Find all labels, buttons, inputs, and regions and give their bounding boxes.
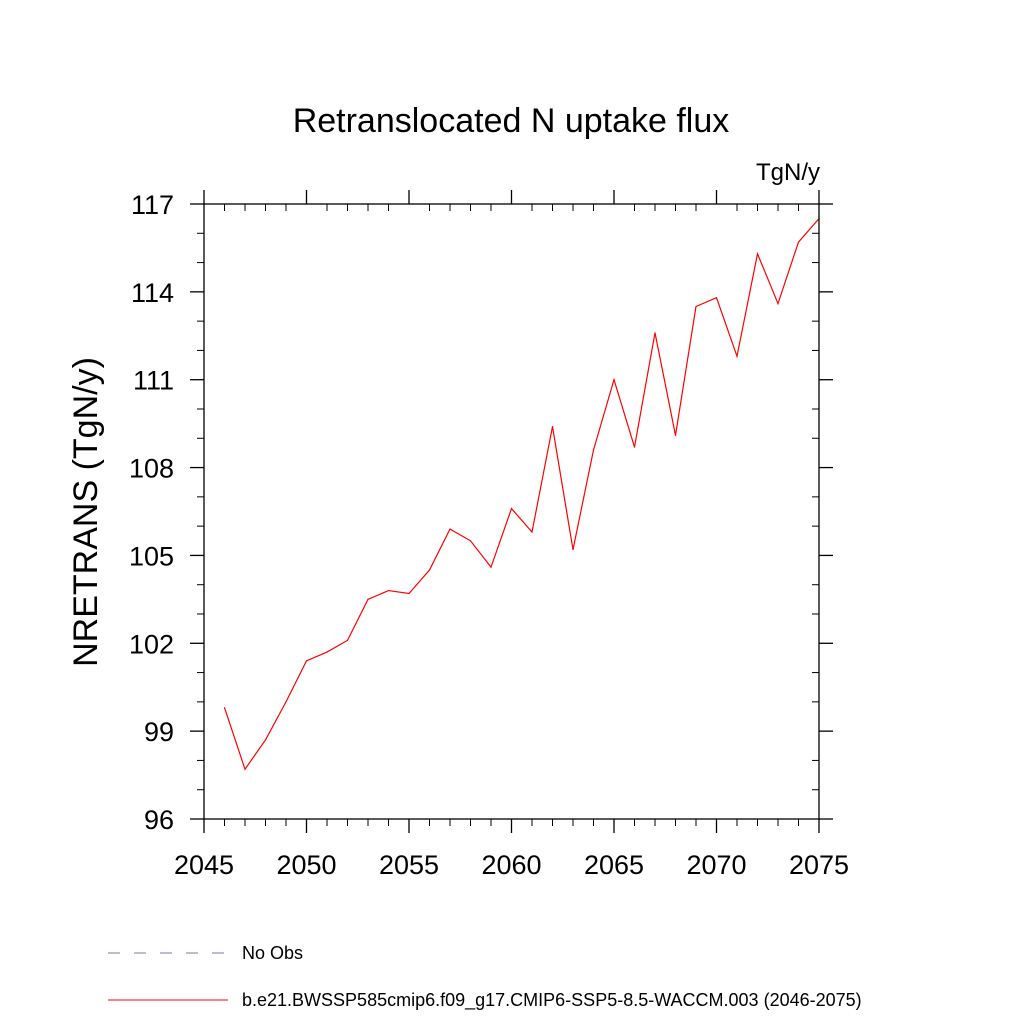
data-point [408, 592, 410, 595]
y-tick-label: 114 [131, 278, 174, 308]
data-point [449, 528, 451, 530]
data-point [490, 566, 492, 568]
data-point [756, 253, 759, 255]
y-tick-label: 102 [129, 629, 174, 659]
data-point [264, 739, 267, 741]
data-point [223, 707, 226, 709]
series-layer [223, 218, 820, 771]
x-tick-label: 2050 [276, 850, 336, 880]
legend: No Obs b.e21.BWSSP585cmip6.f09_g17.CMIP6… [108, 943, 862, 1011]
y-tick-label: 108 [129, 454, 174, 484]
data-point [674, 434, 677, 436]
y-tick-label: 111 [133, 366, 174, 396]
units-label: TgN/y [756, 159, 820, 186]
tick-labels: 2045 2050 2055 2060 2065 2070 2075 96 99 102 105 10… [129, 190, 849, 880]
y-tick-label: 96 [144, 805, 174, 835]
data-point [654, 332, 656, 334]
data-point [428, 569, 431, 571]
data-point [244, 768, 246, 770]
legend-label-model: b.e21.BWSSP585cmip6.f09_g17.CMIP6-SSP5-8… [242, 990, 862, 1011]
data-point [695, 305, 697, 308]
data-point [633, 446, 636, 448]
x-tick-label: 2075 [789, 850, 849, 880]
legend-label-no-obs: No Obs [242, 943, 303, 963]
data-point [572, 548, 574, 551]
data-point [346, 639, 349, 641]
y-tick-label: 117 [131, 190, 174, 220]
data-point [592, 449, 595, 451]
data-point [613, 379, 615, 381]
series-line-0 [223, 218, 820, 771]
data-point [510, 507, 513, 510]
x-tick-label: 2070 [686, 850, 746, 880]
y-axis-title: NRETRANS (TgN/y) [67, 357, 105, 667]
minor-ticks [197, 204, 819, 826]
x-tick-label: 2060 [481, 850, 541, 880]
data-point [551, 425, 554, 428]
data-point [715, 297, 718, 299]
plot-frame [203, 203, 820, 820]
y-tick-label: 105 [129, 541, 174, 571]
major-ticks [190, 190, 833, 833]
data-point [305, 660, 308, 662]
data-point [285, 701, 287, 703]
data-point [797, 241, 800, 243]
x-tick-label: 2045 [174, 850, 234, 880]
chart-title: Retranslocated N uptake flux [293, 102, 730, 140]
data-point [736, 355, 738, 357]
data-point [326, 651, 328, 653]
data-point [777, 302, 779, 305]
data-point [469, 540, 472, 542]
data-point [387, 589, 390, 592]
data-point [531, 531, 533, 533]
x-tick-label: 2065 [584, 850, 644, 880]
y-tick-label: 99 [144, 717, 174, 747]
x-tick-label: 2055 [379, 850, 439, 880]
data-point [367, 598, 369, 600]
